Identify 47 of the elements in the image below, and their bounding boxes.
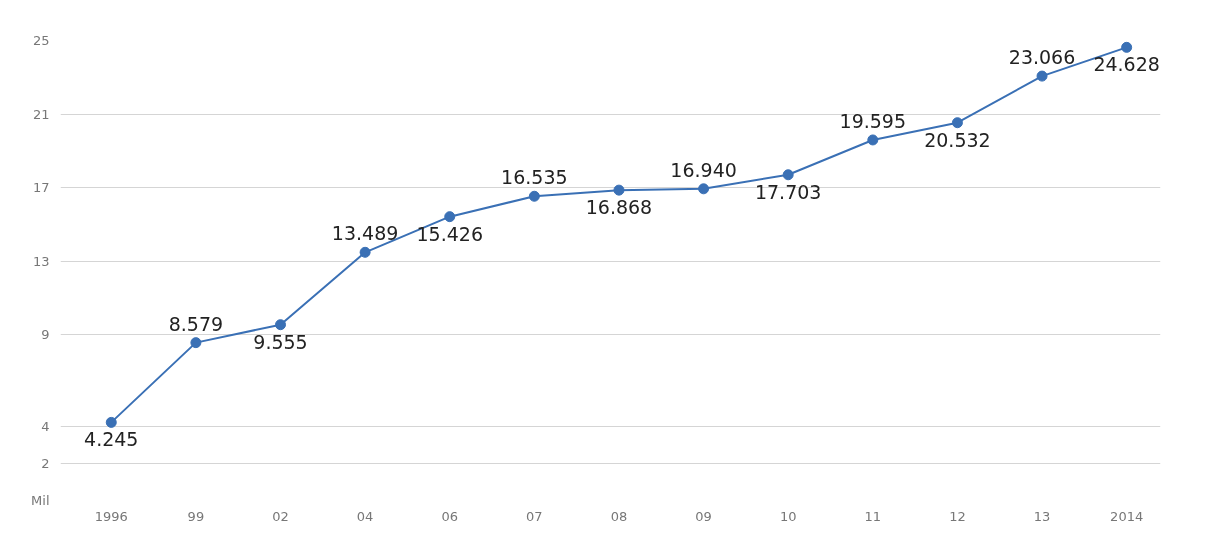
x-tick-label: 2014 xyxy=(1110,508,1144,524)
x-tick-label: 04 xyxy=(356,508,374,524)
data-label: 16.868 xyxy=(585,196,653,219)
point xyxy=(528,190,540,202)
data-label: 24.628 xyxy=(1093,53,1160,76)
x-tick-label: 07 xyxy=(526,508,543,524)
x-tick-label: 08 xyxy=(610,508,628,524)
x-tick-label: 12 xyxy=(949,508,966,524)
x-tick-label: 11 xyxy=(864,508,882,524)
data-label: 4.245 xyxy=(84,428,139,451)
point xyxy=(867,134,879,146)
point xyxy=(105,416,117,428)
x-tick-label: 10 xyxy=(779,508,797,524)
point xyxy=(444,211,456,223)
point xyxy=(698,183,710,195)
y-tick-label: 21 xyxy=(32,106,50,122)
data-label: 17.703 xyxy=(754,180,822,203)
point xyxy=(190,337,202,349)
x-tick-label: 13 xyxy=(1033,508,1051,524)
y-tick-label: 4 xyxy=(41,419,50,435)
y-tick-label: Mil xyxy=(31,493,50,508)
point xyxy=(782,169,794,181)
x-tick-label: 1996 xyxy=(94,508,128,524)
data-label: 23.066 xyxy=(1008,46,1076,69)
data-label: 13.489 xyxy=(331,222,399,245)
x-tick-label: 99 xyxy=(187,508,205,524)
y-tick-label: 9 xyxy=(41,327,50,343)
data-label: 15.426 xyxy=(416,222,483,245)
y-tick-label: 17 xyxy=(32,180,50,196)
x-tick-label: 09 xyxy=(695,508,712,524)
data-label: 9.555 xyxy=(253,330,308,353)
point xyxy=(275,319,286,331)
data-label: 20.532 xyxy=(924,128,991,151)
point xyxy=(613,184,625,196)
data-label: 16.535 xyxy=(501,166,568,189)
x-tick-label: 02 xyxy=(272,508,289,524)
x-tick-label: 06 xyxy=(441,508,459,524)
y-tick-label: 25 xyxy=(32,33,50,48)
data-label: 8.579 xyxy=(168,312,224,335)
point xyxy=(359,246,371,258)
point xyxy=(1036,70,1048,82)
y-tick-label: 13 xyxy=(32,253,50,269)
point xyxy=(951,117,963,129)
data-label: 16.940 xyxy=(670,158,737,181)
data-label: 19.595 xyxy=(839,109,907,132)
y-tick-label: 2 xyxy=(41,456,50,472)
point xyxy=(1121,41,1133,53)
